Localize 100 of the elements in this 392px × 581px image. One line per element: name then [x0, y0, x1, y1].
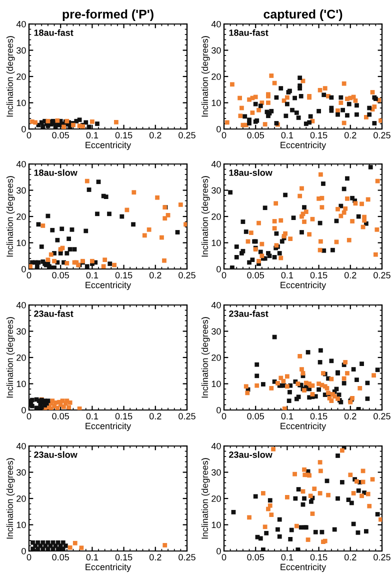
- y-tick-label: 0: [22, 266, 26, 272]
- y-tick-label: 0: [22, 406, 26, 414]
- x-tick-label: 0.05: [247, 554, 264, 560]
- y-axis-title: Inclination (degrees): [6, 36, 15, 117]
- annotation: 18au-slow: [229, 169, 272, 176]
- x-tick-label: 0.2: [344, 554, 356, 560]
- annotation: 18au-fast: [229, 29, 268, 36]
- x-tick-label: 0.1: [86, 132, 98, 138]
- x-tick-label: 0: [222, 272, 226, 278]
- annotation: 23au-slow: [34, 451, 78, 458]
- x-tick-label: 0.05: [52, 413, 70, 420]
- y-tick-label: 40: [211, 160, 221, 168]
- x-tick-label: 0.25: [178, 132, 196, 138]
- y-axis-title: Inclination (degrees): [201, 317, 210, 398]
- annotation: 18au-fast: [34, 29, 74, 36]
- x-tick-label: 0.1: [281, 272, 294, 278]
- x-tick-label: 0.05: [247, 272, 264, 278]
- chart-title: pre-formed ('P'): [62, 9, 154, 22]
- x-tick-label: 0.05: [52, 554, 70, 560]
- chart-title: captured ('C'): [264, 9, 342, 22]
- x-tick-label: 0.2: [344, 132, 356, 138]
- x-tick-label: 0.15: [310, 132, 328, 138]
- x-tick-label: 0.15: [115, 132, 132, 138]
- x-tick-label: 0.25: [374, 132, 390, 138]
- x-tick-label: 0: [26, 413, 32, 420]
- y-tick-label: 30: [16, 187, 26, 194]
- y-tick-label: 0: [22, 548, 26, 554]
- x-tick-label: 0.15: [310, 272, 328, 278]
- x-tick-label: 0.05: [247, 413, 264, 420]
- x-tick-label: 0.25: [178, 272, 196, 278]
- y-tick-label: 40: [211, 302, 221, 308]
- y-tick-label: 10: [16, 380, 26, 388]
- x-tick-label: 0.05: [52, 272, 70, 278]
- y-tick-label: 10: [212, 380, 221, 388]
- y-axis-title: Inclination (degrees): [6, 458, 15, 539]
- y-tick-label: 0: [216, 266, 221, 272]
- y-tick-label: 0: [216, 126, 221, 132]
- y-tick-label: 20: [212, 213, 221, 220]
- x-axis-title: Eccentricity: [280, 282, 326, 290]
- y-tick-label: 40: [16, 302, 26, 308]
- y-tick-label: 20: [16, 495, 26, 502]
- y-axis-title: Inclination (degrees): [201, 36, 210, 117]
- y-tick-label: 20: [16, 73, 26, 80]
- x-tick-label: 0.25: [374, 272, 390, 278]
- y-tick-label: 40: [16, 20, 26, 28]
- x-tick-label: 0.1: [86, 272, 98, 278]
- x-axis-title: Eccentricity: [86, 282, 132, 290]
- y-tick-label: 0: [216, 406, 221, 414]
- y-tick-label: 40: [16, 442, 26, 450]
- y-axis-title: Inclination (degrees): [6, 176, 15, 257]
- x-tick-label: 0.15: [310, 413, 328, 420]
- y-tick-label: 20: [212, 354, 221, 361]
- x-tick-label: 0: [222, 554, 226, 560]
- y-tick-label: 30: [212, 47, 221, 54]
- y-tick-label: 10: [16, 100, 26, 106]
- y-tick-label: 30: [212, 187, 221, 194]
- y-tick-label: 30: [16, 469, 26, 476]
- x-tick-label: 0.15: [310, 554, 328, 560]
- y-tick-label: 10: [212, 100, 221, 106]
- x-tick-label: 0: [26, 272, 32, 278]
- x-axis-title: Eccentricity: [86, 142, 132, 150]
- y-axis-title: Inclination (degrees): [201, 176, 210, 257]
- x-tick-label: 0.1: [281, 554, 294, 560]
- x-tick-label: 0.2: [149, 554, 162, 560]
- annotation: 23au-fast: [34, 310, 74, 317]
- y-tick-label: 10: [212, 522, 221, 528]
- y-tick-label: 30: [212, 328, 221, 335]
- x-tick-label: 0.2: [344, 272, 356, 278]
- x-tick-label: 0.1: [86, 554, 98, 560]
- x-tick-label: 0.15: [115, 272, 132, 278]
- x-tick-label: 0.05: [52, 132, 70, 138]
- y-axis-title: Inclination (degrees): [201, 458, 210, 539]
- y-tick-label: 10: [212, 240, 221, 246]
- x-axis-title: Eccentricity: [280, 422, 326, 431]
- x-tick-label: 0.1: [86, 413, 98, 420]
- x-tick-label: 0.15: [115, 554, 132, 560]
- y-tick-label: 20: [212, 73, 221, 80]
- y-tick-label: 30: [16, 328, 26, 335]
- x-tick-label: 0.25: [178, 554, 196, 560]
- annotation: 23au-fast: [229, 310, 268, 317]
- y-tick-label: 20: [16, 213, 26, 220]
- x-tick-label: 0.2: [149, 132, 162, 138]
- y-tick-label: 40: [211, 20, 221, 28]
- x-tick-label: 0.05: [247, 132, 264, 138]
- x-tick-label: 0.25: [178, 413, 196, 420]
- y-tick-label: 10: [16, 522, 26, 528]
- x-tick-label: 0: [26, 132, 32, 138]
- y-tick-label: 0: [22, 126, 26, 132]
- x-tick-label: 0.15: [115, 413, 132, 420]
- x-axis-title: Eccentricity: [280, 142, 326, 150]
- x-tick-label: 0: [222, 132, 226, 138]
- y-tick-label: 40: [211, 442, 221, 450]
- y-tick-label: 30: [212, 469, 221, 476]
- x-tick-label: 0.2: [344, 413, 356, 420]
- annotation: 18au-slow: [34, 169, 78, 176]
- x-axis-title: Eccentricity: [280, 564, 326, 572]
- y-tick-label: 40: [16, 160, 26, 168]
- x-tick-label: 0: [222, 413, 226, 420]
- x-tick-label: 0.25: [374, 554, 390, 560]
- x-axis-title: Eccentricity: [86, 564, 132, 572]
